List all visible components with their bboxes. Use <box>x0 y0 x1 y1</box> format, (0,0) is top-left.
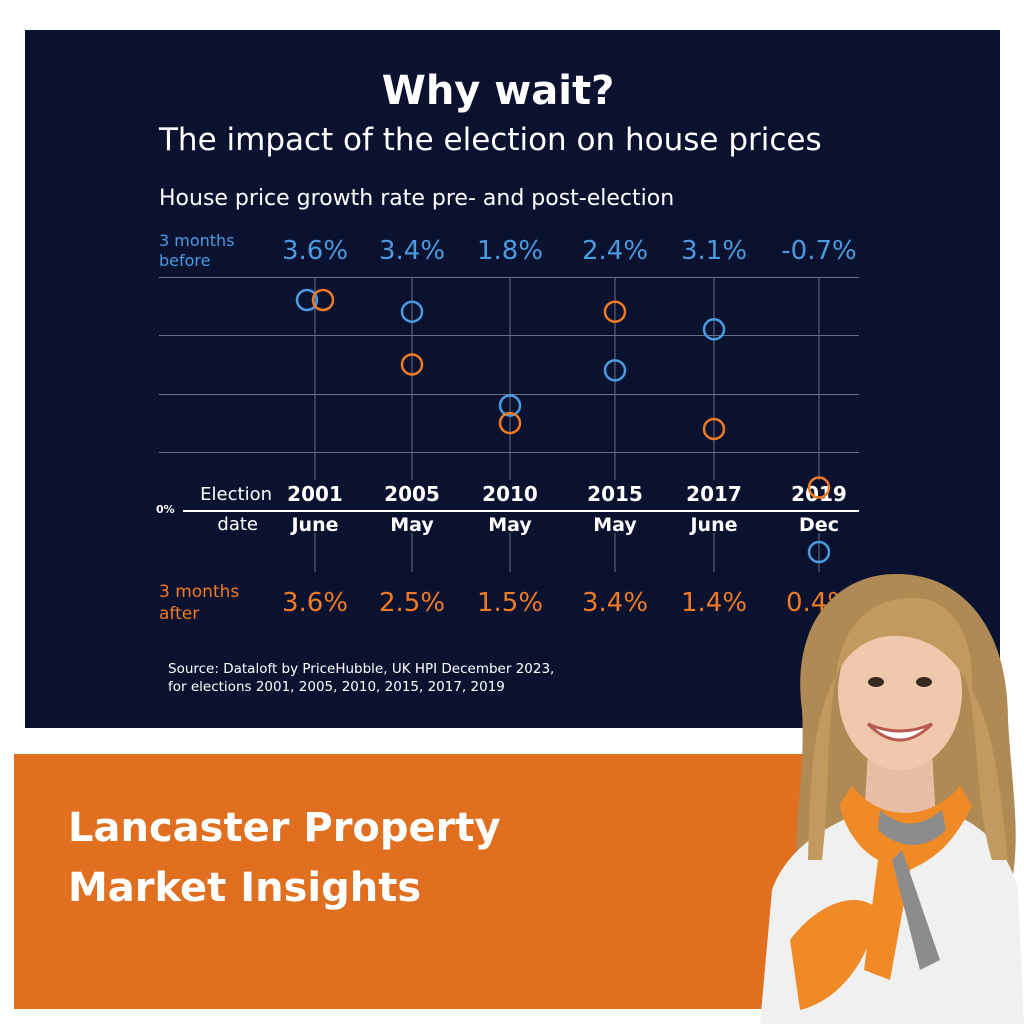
banner-title: Lancaster Property Market Insights <box>68 798 501 918</box>
before-value-label: 3.1% <box>681 236 747 266</box>
before-point <box>295 288 319 312</box>
after-point <box>498 411 522 435</box>
after-point <box>603 300 627 323</box>
after-value-label: 3.4% <box>582 588 648 618</box>
branding-banner: Lancaster Property Market Insights <box>14 754 870 1009</box>
election-month-label: June <box>289 514 338 536</box>
election-year-label: 2017 <box>686 482 742 506</box>
after-row-label: 3 months after <box>159 582 245 624</box>
chart-marks: 3.6% 3.6% 2001 June 3.4% 2.5% 2005 May 1.8% 1.5% 2… <box>282 236 857 618</box>
after-value-label: 1.4% <box>681 588 747 618</box>
election-row-label: Election <box>200 484 272 505</box>
before-point <box>603 359 627 382</box>
after-point <box>807 476 831 499</box>
before-row-label-line1: 3 months <box>159 231 235 250</box>
election-month-label: May <box>593 514 637 536</box>
before-row-label: 3 months before <box>159 231 240 270</box>
after-row-label-line1: 3 months <box>159 582 239 602</box>
chart-subtitle: The impact of the election on house pric… <box>158 122 822 158</box>
after-point <box>311 288 335 312</box>
after-point <box>400 353 424 376</box>
source-line1: Source: Dataloft by PriceHubble, UK HPI … <box>168 661 554 677</box>
after-value-label: 3.6% <box>282 588 348 618</box>
chart-svg: Why wait? The impact of the election on … <box>156 68 859 695</box>
after-value-label: 1.5% <box>477 588 543 618</box>
election-year-label: 2005 <box>384 482 440 506</box>
election-month-label: May <box>488 514 532 536</box>
zero-percent-label: 0% <box>156 503 175 516</box>
election-month-label: June <box>688 514 737 536</box>
before-point <box>702 318 726 341</box>
source-line2: for elections 2001, 2005, 2010, 2015, 20… <box>168 679 505 695</box>
chart-caption: House price growth rate pre- and post-el… <box>159 186 674 211</box>
chart-panel: Why wait? The impact of the election on … <box>25 30 1000 728</box>
before-point <box>807 540 831 564</box>
election-year-label: 2015 <box>587 482 643 506</box>
before-point <box>400 300 424 323</box>
election-month-label: Dec <box>799 514 839 536</box>
date-row-label: date <box>217 514 258 535</box>
before-row-label-line2: before <box>159 251 211 270</box>
woman-portrait-icon <box>760 573 1024 1024</box>
after-row-label-line2: after <box>159 604 199 624</box>
banner-title-line2: Market Insights <box>68 865 422 911</box>
election-year-label: 2010 <box>482 482 538 506</box>
after-value-label: 2.5% <box>379 588 445 618</box>
before-value-label: 3.4% <box>379 236 445 266</box>
before-value-label: 1.8% <box>477 236 543 266</box>
before-value-label: 3.6% <box>282 236 348 266</box>
before-value-label: -0.7% <box>781 236 856 266</box>
before-value-label: 2.4% <box>582 236 648 266</box>
election-year-label: 2019 <box>791 482 847 506</box>
source-note: Source: Dataloft by PriceHubble, UK HPI … <box>168 661 559 695</box>
after-point <box>702 417 726 441</box>
chart-title: Why wait? <box>382 68 615 114</box>
before-point <box>498 394 522 417</box>
election-month-label: May <box>390 514 434 536</box>
election-year-label: 2001 <box>287 482 343 506</box>
banner-title-line1: Lancaster Property <box>68 805 501 851</box>
